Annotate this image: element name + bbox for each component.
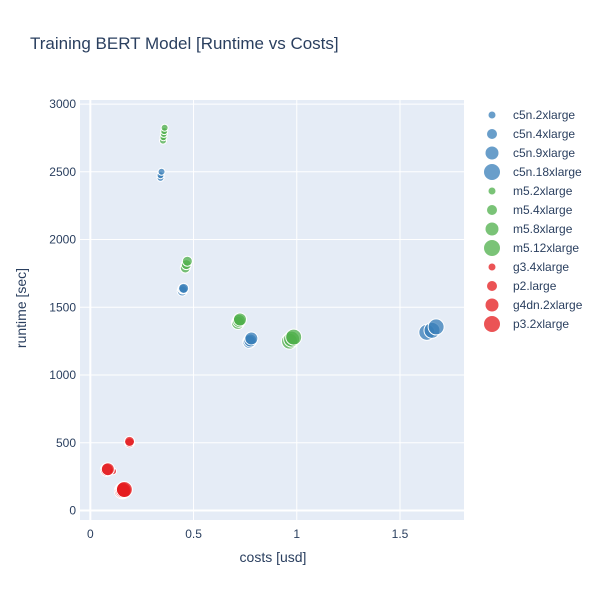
legend-marker xyxy=(485,298,499,312)
y-tick-label: 1500 xyxy=(49,300,76,314)
plot-background xyxy=(80,100,464,520)
legend-marker xyxy=(484,164,500,180)
legend-marker xyxy=(487,281,497,291)
y-tick-label: 2500 xyxy=(49,165,76,179)
legend-label: p3.2xlarge xyxy=(513,317,569,331)
legend-marker xyxy=(484,316,500,332)
data-point xyxy=(124,435,136,447)
chart-title: Training BERT Model [Runtime vs Costs] xyxy=(30,34,339,53)
y-axis-title: runtime [sec] xyxy=(13,267,29,349)
y-tick-label: 500 xyxy=(56,436,76,450)
legend-label: p2.large xyxy=(513,279,557,293)
data-point xyxy=(181,255,193,267)
legend-marker xyxy=(487,129,497,139)
data-point xyxy=(233,312,247,327)
y-tick-label: 3000 xyxy=(49,97,76,111)
legend-label: c5n.9xlarge xyxy=(513,146,575,160)
legend-marker xyxy=(485,146,499,160)
legend-marker xyxy=(484,240,500,256)
data-point xyxy=(427,318,445,336)
data-point xyxy=(100,462,115,477)
data-point xyxy=(178,282,190,294)
legend-label: m5.2xlarge xyxy=(513,184,573,198)
data-point xyxy=(157,167,166,176)
y-tick-label: 0 xyxy=(69,504,76,518)
x-tick-label: 1 xyxy=(293,527,300,541)
data-point xyxy=(244,331,259,346)
legend-label: c5n.2xlarge xyxy=(513,108,575,122)
legend-marker xyxy=(485,222,499,236)
x-axis-title: costs [usd] xyxy=(239,549,307,565)
x-tick-label: 0 xyxy=(87,527,94,541)
legend-marker xyxy=(488,263,496,271)
data-point xyxy=(285,328,303,346)
legend-label: m5.12xlarge xyxy=(513,241,579,255)
legend-marker xyxy=(488,187,496,195)
data-point xyxy=(115,481,133,499)
legend-label: g4dn.2xlarge xyxy=(513,298,583,312)
legend-marker xyxy=(488,111,496,119)
legend-label: c5n.18xlarge xyxy=(513,165,582,179)
x-tick-label: 0.5 xyxy=(185,527,202,541)
legend-marker xyxy=(487,205,497,215)
x-tick-label: 1.5 xyxy=(392,527,409,541)
data-point xyxy=(160,123,169,132)
legend-label: m5.8xlarge xyxy=(513,222,573,236)
legend-label: c5n.4xlarge xyxy=(513,127,575,141)
y-tick-label: 2000 xyxy=(49,233,76,247)
y-tick-label: 1000 xyxy=(49,368,76,382)
legend-label: g3.4xlarge xyxy=(513,260,569,274)
legend-label: m5.4xlarge xyxy=(513,203,573,217)
